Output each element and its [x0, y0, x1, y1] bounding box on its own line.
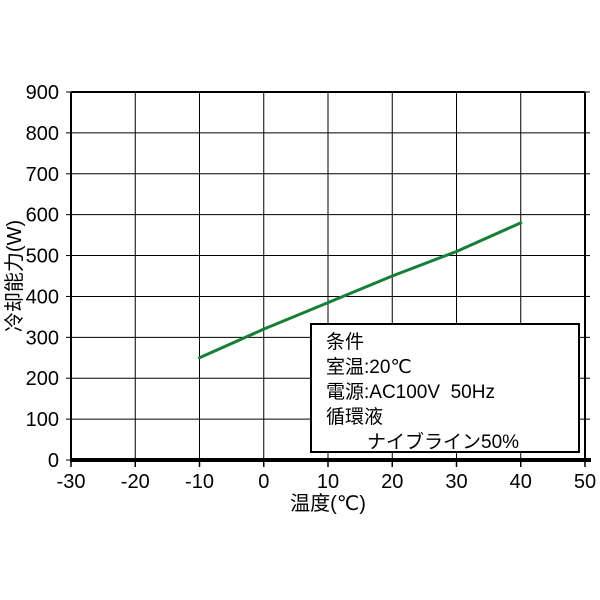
data-series-line: [198, 221, 523, 360]
x-tick-label: 0: [258, 471, 269, 493]
x-tick-label: -20: [121, 471, 150, 493]
x-tick-label: 30: [445, 471, 467, 493]
x-tick-label: 50: [574, 471, 596, 493]
conditions-box: 条件 室温:20℃ 電源:AC100V 50Hz 循環液 ナイブライン50%: [310, 323, 580, 453]
y-tick-label: 900: [26, 82, 59, 104]
x-tick-label: 40: [510, 471, 532, 493]
x-tick-label: 10: [317, 471, 339, 493]
y-tick-label: 500: [26, 246, 59, 268]
x-axis-title: 温度(℃): [290, 492, 366, 515]
x-tick-label: -30: [57, 471, 86, 493]
y-tick-label: 0: [48, 450, 59, 472]
y-tick-label: 600: [26, 205, 59, 227]
condition-room-temp: 室温:20℃: [326, 357, 412, 378]
x-tick-label: -10: [185, 471, 214, 493]
condition-circulating-fluid-value: ナイブライン50%: [367, 432, 520, 453]
y-tick-label: 300: [26, 327, 59, 349]
conditions-title: 条件: [326, 332, 365, 353]
condition-power-supply: 電源:AC100V 50Hz: [326, 382, 495, 403]
condition-circulating-fluid-label: 循環液: [326, 407, 384, 428]
y-tick-label: 700: [26, 164, 59, 186]
y-tick-label: 100: [26, 409, 59, 431]
y-axis-title: 冷却能力(W): [3, 220, 26, 332]
y-tick-label: 400: [26, 286, 59, 308]
y-tick-label: 200: [26, 368, 59, 390]
y-tick-label: 800: [26, 123, 59, 145]
x-tick-label: 20: [381, 471, 403, 493]
